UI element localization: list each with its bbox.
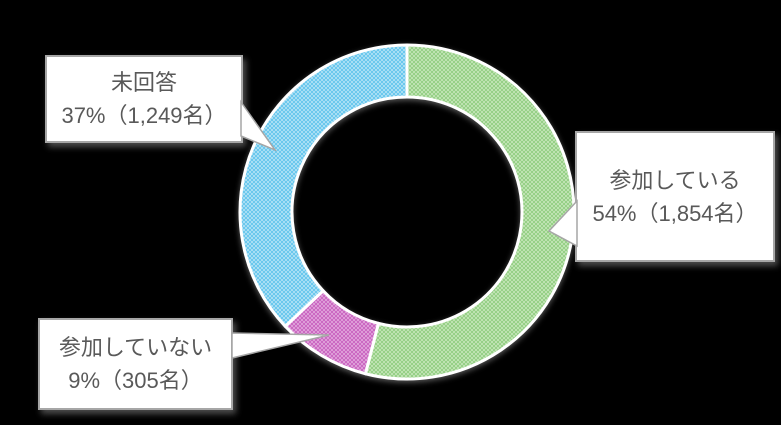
- callout-value: 9%（305名）: [68, 368, 203, 393]
- callout-value: 37%（1,249名）: [61, 103, 227, 128]
- callout-value: 54%（1,854名）: [592, 200, 758, 226]
- callout-label: 参加していない: [58, 335, 213, 360]
- donut-segment-3: [238, 43, 409, 328]
- callout-box-participating: 参加している 54%（1,854名）: [575, 131, 775, 262]
- donut-segment-1: [363, 43, 576, 381]
- callout-box-no-answer: 未回答 37%（1,249名）: [45, 55, 243, 143]
- callout-label: 未回答: [110, 70, 177, 95]
- callout-box-not-participating: 参加していない 9%（305名）: [38, 318, 233, 410]
- callout-label: 参加している: [609, 167, 741, 193]
